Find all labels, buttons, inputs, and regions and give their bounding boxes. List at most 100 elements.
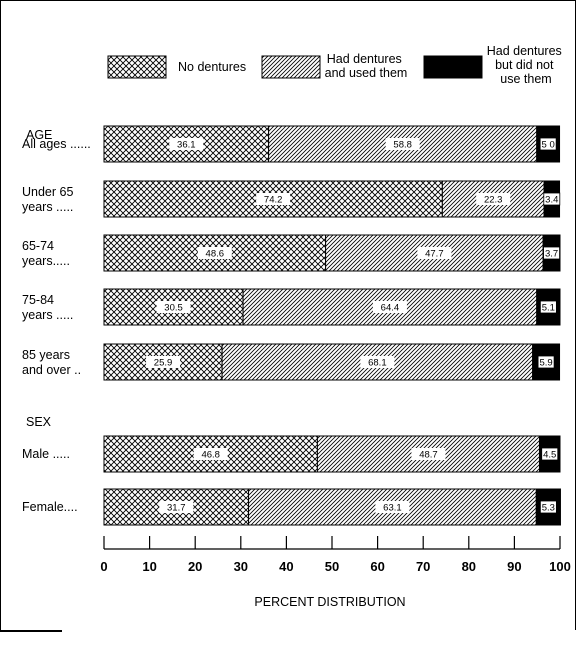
category-label-line: and over .. [22,363,81,377]
legend-no-dentures-line-1: No dentures [178,60,246,74]
value-label-no-dentures: 46.8 [201,450,220,461]
value-label-bg [539,137,557,151]
value-label-no-dentures: 30.5 [164,303,183,314]
x-tick-label: 100 [549,559,571,574]
bar-segment-had-not-used [532,343,561,381]
category-label-line: 85 years [22,348,70,362]
value-label-bg [375,501,410,513]
value-label-bg [159,501,194,513]
legend-had-used-line-2: and used them [325,66,408,80]
category-label: 75-84 years ..... [22,293,73,322]
category-label-line: years ..... [22,200,73,214]
value-label-bg [156,301,191,313]
bar-row: 36.1 58.8 5 0 [103,125,561,163]
value-label-had-not-used: 5 0 [542,140,555,151]
value-label-had-not-used: 5.3 [542,503,555,514]
group-label-sex: SEX [26,415,52,429]
category-label: All ages ...... [22,137,91,151]
category-labels: All ages ......Under 65 years .....65-74 y… [22,137,91,514]
bar-row: 30.5 64.4 5.1 [103,288,561,326]
legend-swatch-had-not-used [423,55,483,79]
x-axis: 0 10 20 30 40 50 60 70 80 90 100 [100,536,571,574]
value-label-had-used: 22.3 [484,195,503,206]
legend-label-no-dentures: No dentures [178,60,246,74]
bar-row: 46.8 48.7 4.5 [103,435,561,473]
value-label-bg [372,301,407,313]
value-label-bg [193,448,228,460]
legend-swatch-no-dentures [107,55,167,79]
figure-frame [0,0,576,630]
bar-row: 25.9 68.1 5.9 [103,343,561,381]
value-label-bg [476,193,511,205]
value-label-had-used: 64.4 [381,303,400,314]
value-label-bg [417,247,452,259]
x-tick-label: 90 [507,559,521,574]
value-label-bg [146,356,181,368]
legend-swatch-had-used [261,55,321,79]
value-label-bg [411,448,446,460]
value-label-bg [539,500,557,514]
legend: No dentures Had dentures and used them H… [107,44,566,86]
value-label-bg [543,192,561,206]
legend-had-not-used-line-1: Had dentures [487,44,562,58]
value-label-bg [385,138,420,150]
x-tick-label: 30 [234,559,248,574]
category-label: Under 65 years ..... [22,185,73,214]
value-label-bg [541,447,559,461]
value-label-had-used: 68.1 [368,358,387,369]
bar-segment-had-used [316,435,540,473]
category-label: 85 years and over .. [22,348,81,377]
x-axis-title: PERCENT DISTRIBUTION [254,595,405,609]
value-label-had-not-used: 3.4 [545,195,558,206]
value-label-had-not-used: 5.1 [542,303,555,314]
category-label-line: years ..... [22,308,73,322]
category-label-line: All ages ...... [22,137,91,151]
bar-row: 74.2 22.3 3.4 [103,180,561,218]
bars-layer: 36.1 58.8 5 0 74.2 22.3 3.4 48.6 47.7 3.7 30.5 64.… [103,125,561,526]
legend-label-had-not-used: Had dentures but did not use them [487,44,566,86]
value-label-no-dentures: 74.2 [264,195,283,206]
legend-had-not-used-line-3: use them [500,72,551,86]
legend-had-used-line-1: Had dentures [327,52,402,66]
category-label-line: 75-84 [22,293,54,307]
x-tick-label: 50 [325,559,339,574]
value-label-had-used: 58.8 [393,140,412,151]
value-label-bg [360,356,395,368]
category-label-line: 65-74 [22,239,54,253]
x-tick-label: 10 [142,559,156,574]
legend-label-had-used: Had dentures and used them [325,52,408,80]
category-label: Male ..... [22,447,70,461]
value-label-bg [543,246,560,260]
value-label-no-dentures: 36.1 [177,140,196,151]
value-label-had-used: 47.7 [425,249,444,260]
value-label-bg [197,247,232,259]
category-label-line: Female.... [22,500,78,514]
x-tick-label: 20 [188,559,202,574]
x-tick-label: 70 [416,559,430,574]
bar-row: 48.6 47.7 3.7 [103,234,561,272]
value-label-had-not-used: 4.5 [543,450,556,461]
x-tick-label: 60 [370,559,384,574]
category-label: Female.... [22,500,78,514]
category-label-line: years..... [22,254,70,268]
x-tick-label: 0 [100,559,107,574]
value-label-no-dentures: 31.7 [167,503,186,514]
value-label-bg [539,300,557,314]
x-tick-label: 40 [279,559,293,574]
value-label-bg [537,355,555,369]
category-label-line: Under 65 [22,185,73,199]
category-label: 65-74 years..... [22,239,70,268]
value-label-no-dentures: 25.9 [154,358,173,369]
value-label-bg [169,138,204,150]
value-label-had-used: 63.1 [383,503,402,514]
group-label-age: AGE [26,128,52,142]
category-label-line: Male ..... [22,447,70,461]
x-tick-label: 80 [462,559,476,574]
value-label-had-not-used: 5.9 [539,358,552,369]
value-label-had-not-used: 3.7 [545,249,558,260]
value-label-bg [256,193,291,205]
figure-frame-tick [0,630,62,632]
legend-had-not-used-line-2: but did not [495,58,554,72]
